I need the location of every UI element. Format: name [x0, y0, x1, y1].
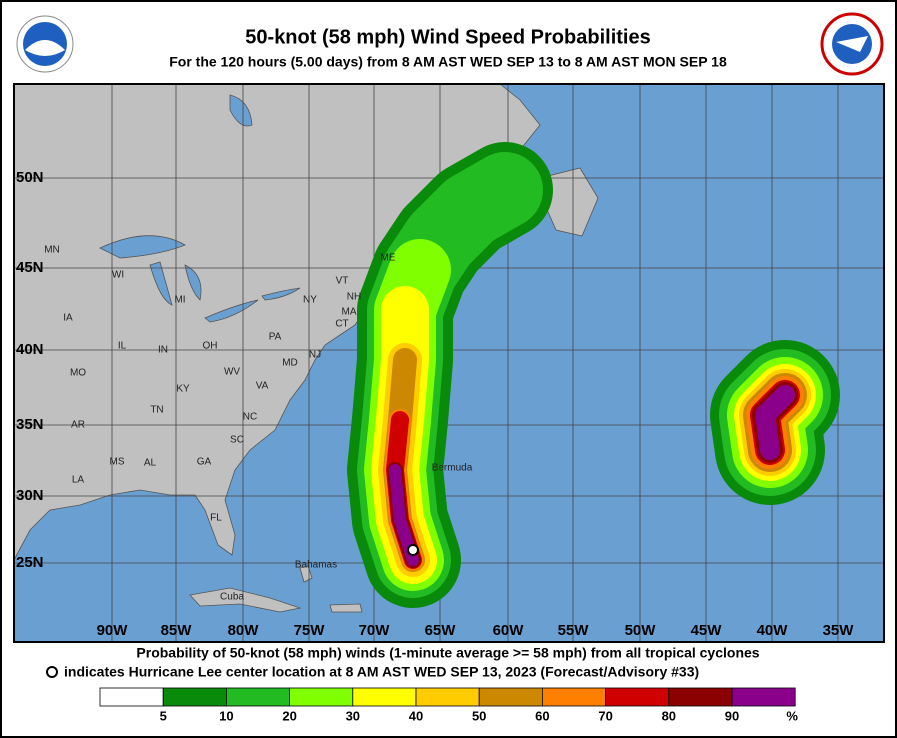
- state-label: MN: [44, 245, 60, 256]
- place-label: Cuba: [220, 592, 244, 603]
- legend-unit: %: [786, 708, 798, 723]
- legend-label: 60: [535, 708, 549, 723]
- state-label: IA: [63, 313, 73, 324]
- longitude-label: 45W: [691, 622, 723, 639]
- legend-swatch: [605, 687, 670, 707]
- state-label: MS: [110, 457, 125, 468]
- state-label: ME: [381, 253, 396, 264]
- footer-line-2: indicates Hurricane Lee center location …: [64, 664, 699, 680]
- state-label: LA: [72, 475, 85, 486]
- longitude-label: 70W: [359, 622, 391, 639]
- state-label: MA: [342, 307, 357, 318]
- longitude-label: 60W: [493, 622, 525, 639]
- longitude-label: 65W: [425, 622, 457, 639]
- longitude-label: 40W: [757, 622, 789, 639]
- center-symbol: [46, 666, 58, 678]
- state-label: WI: [112, 270, 124, 281]
- state-label: VA: [256, 381, 269, 392]
- legend-swatch: [289, 687, 354, 707]
- legend-label: 30: [346, 708, 360, 723]
- footer-line-1: Probability of 50-knot (58 mph) winds (1…: [136, 645, 759, 661]
- longitude-label: 75W: [294, 622, 326, 639]
- map-labels: 50N 45N 40N 35N 30N 25N 90W 85W 80W 75W 70W 65W 60W 5…: [16, 169, 854, 639]
- legend-swatch: [99, 687, 164, 707]
- state-label: MI: [174, 295, 185, 306]
- probability-swath: [347, 142, 840, 608]
- state-label: AL: [144, 458, 157, 469]
- longitude-label: 80W: [228, 622, 260, 639]
- latitude-label: 25N: [16, 554, 44, 571]
- state-label: GA: [197, 457, 212, 468]
- state-label: FL: [210, 513, 222, 524]
- storm-center: [407, 544, 419, 556]
- legend-label: 80: [662, 708, 676, 723]
- legend-label: 90: [725, 708, 739, 723]
- legend-swatch: [668, 687, 733, 707]
- state-label: AR: [71, 420, 85, 431]
- legend: 5 10 20 30 40 50 60 70 80 90%: [99, 687, 798, 723]
- longitude-label: 35W: [823, 622, 855, 639]
- state-label: CT: [335, 319, 348, 330]
- state-label: NH: [347, 292, 361, 303]
- longitude-label: 90W: [97, 622, 129, 639]
- latitude-label: 35N: [16, 416, 44, 433]
- legend-label: 20: [282, 708, 296, 723]
- latitude-label: 40N: [16, 341, 44, 358]
- state-label: IL: [118, 341, 127, 352]
- legend-label: 40: [409, 708, 423, 723]
- state-label: OH: [203, 341, 218, 352]
- state-label: IN: [158, 345, 168, 356]
- legend-label: 10: [219, 708, 233, 723]
- legend-swatch: [162, 687, 227, 707]
- place-label: Bahamas: [295, 560, 337, 571]
- state-label: TN: [150, 405, 163, 416]
- longitude-label: 55W: [558, 622, 590, 639]
- state-label: NY: [303, 295, 317, 306]
- title: 50-knot (58 mph) Wind Speed Probabilitie…: [245, 26, 650, 48]
- legend-swatch: [478, 687, 543, 707]
- state-label: NC: [243, 412, 257, 423]
- longitude-label: 50W: [625, 622, 657, 639]
- state-label: SC: [230, 435, 244, 446]
- place-label: Bermuda: [432, 463, 473, 474]
- map-border: [13, 83, 885, 643]
- state-label: PA: [269, 332, 282, 343]
- state-label: MD: [282, 358, 298, 369]
- nws-logo: [820, 12, 884, 76]
- legend-swatch: [542, 687, 607, 707]
- longitude-label: 85W: [161, 622, 193, 639]
- state-label: VT: [336, 276, 349, 287]
- state-label: WV: [224, 367, 240, 378]
- subtitle: For the 120 hours (5.00 days) from 8 AM …: [169, 54, 727, 70]
- great-lakes: [99, 94, 301, 323]
- latitude-label: 30N: [16, 487, 44, 504]
- legend-label: 70: [598, 708, 612, 723]
- swath-band: [755, 385, 795, 460]
- state-label: KY: [176, 384, 190, 395]
- legend-swatch: [225, 687, 290, 707]
- state-label: MO: [70, 368, 86, 379]
- state-label: NJ: [309, 350, 321, 361]
- legend-swatch: [352, 687, 417, 707]
- legend-swatch: [415, 687, 480, 707]
- latitude-label: 45N: [16, 259, 44, 276]
- noaa-logo: [16, 15, 74, 73]
- map: 50N 45N 40N 35N 30N 25N 90W 85W 80W 75W 70W 65W 60W 5…: [14, 84, 884, 642]
- legend-label: 5: [160, 708, 167, 723]
- latitude-label: 50N: [16, 169, 44, 186]
- legend-swatch: [731, 687, 796, 707]
- legend-label: 50: [472, 708, 486, 723]
